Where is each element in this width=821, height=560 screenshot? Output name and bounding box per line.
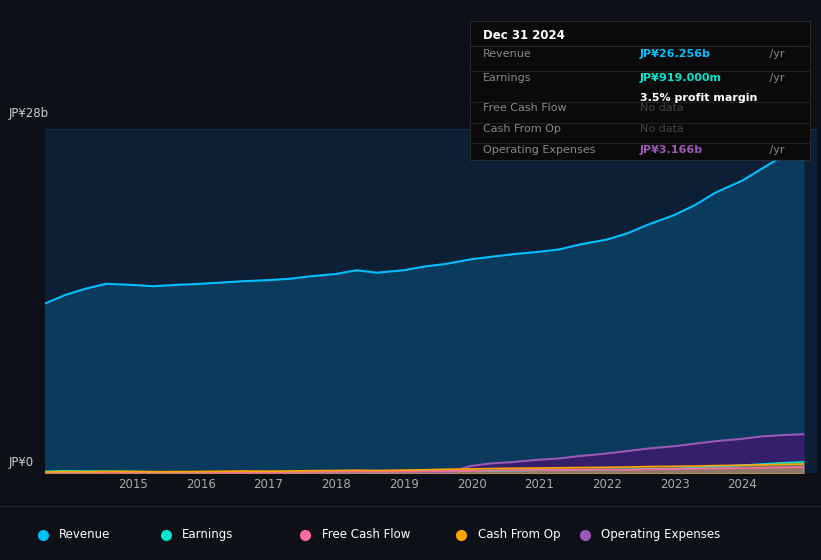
Text: Revenue: Revenue xyxy=(484,49,532,59)
Text: JP¥28b: JP¥28b xyxy=(8,108,48,120)
Text: 3.5% profit margin: 3.5% profit margin xyxy=(640,94,757,104)
Text: Cash From Op: Cash From Op xyxy=(478,528,560,542)
Text: /yr: /yr xyxy=(766,145,785,155)
Text: No data: No data xyxy=(640,124,684,134)
Text: Revenue: Revenue xyxy=(59,528,111,542)
Text: JP¥26.256b: JP¥26.256b xyxy=(640,49,711,59)
Text: Free Cash Flow: Free Cash Flow xyxy=(484,103,566,113)
Text: Dec 31 2024: Dec 31 2024 xyxy=(484,29,565,42)
Text: Free Cash Flow: Free Cash Flow xyxy=(322,528,410,542)
Text: No data: No data xyxy=(640,103,684,113)
Text: Operating Expenses: Operating Expenses xyxy=(484,145,595,155)
Text: JP¥3.166b: JP¥3.166b xyxy=(640,145,703,155)
Text: Operating Expenses: Operating Expenses xyxy=(601,528,720,542)
Text: Cash From Op: Cash From Op xyxy=(484,124,561,134)
Text: Earnings: Earnings xyxy=(484,73,532,83)
Text: JP¥919.000m: JP¥919.000m xyxy=(640,73,722,83)
Text: /yr: /yr xyxy=(766,73,785,83)
Text: JP¥0: JP¥0 xyxy=(8,456,34,469)
Text: Earnings: Earnings xyxy=(182,528,234,542)
Text: /yr: /yr xyxy=(766,49,785,59)
